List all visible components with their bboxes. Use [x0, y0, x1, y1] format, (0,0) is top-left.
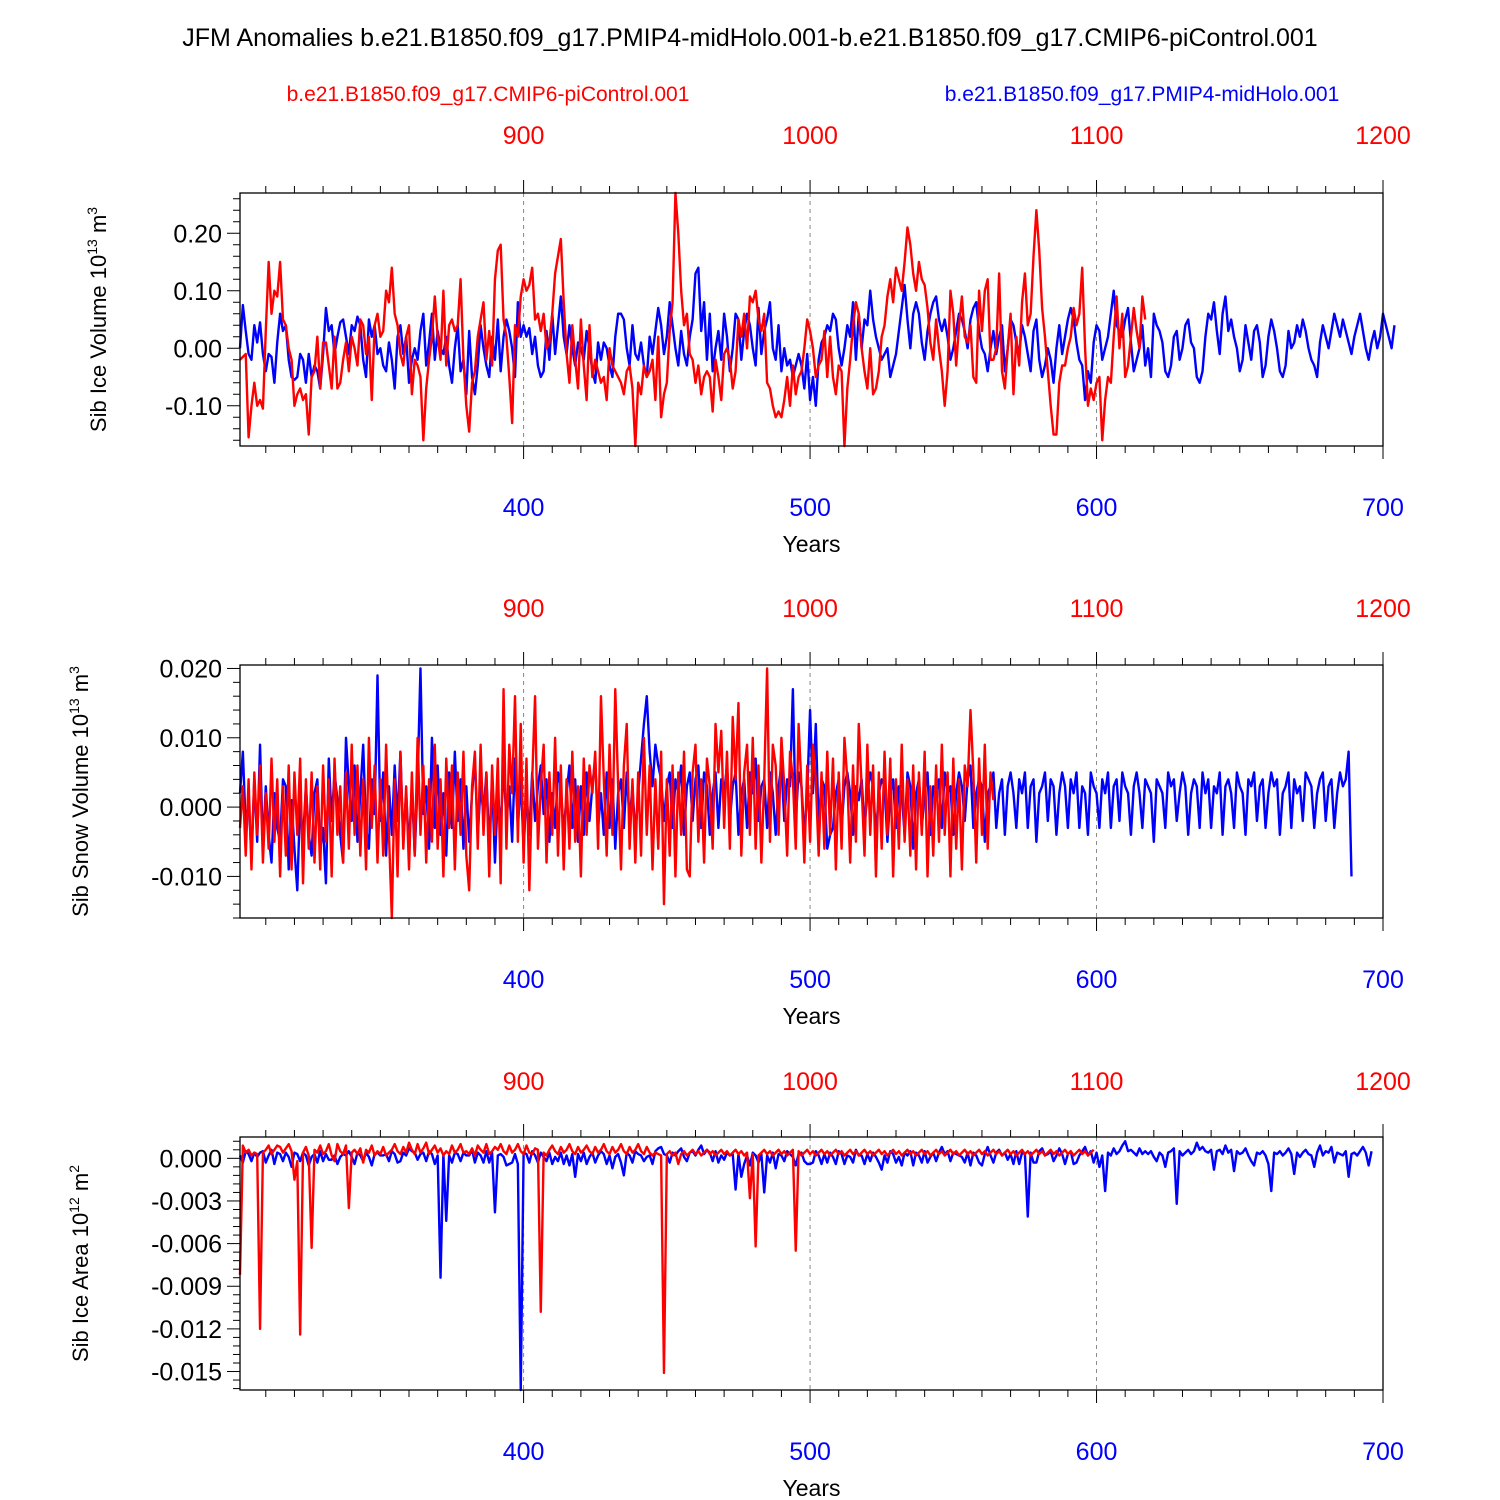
ice-area-y-tick-label: -0.012	[151, 1316, 222, 1344]
snow-volume-bottom-tick-label: 500	[789, 966, 831, 994]
ice-volume-top-tick-label: 1200	[1355, 122, 1411, 150]
ice-area-bottom-tick-label: 700	[1362, 1438, 1404, 1466]
snow-volume-y-axis-label: Sib Snow Volume 1013 m3	[66, 666, 93, 917]
experiment-run-label: b.e21.B1850.f09_g17.PMIP4-midHolo.001	[945, 83, 1340, 106]
snow-volume-x-axis-label: Years	[783, 1003, 841, 1029]
snow-volume-top-tick-label: 900	[503, 595, 545, 623]
ice-area-y-tick-label: -0.003	[151, 1188, 222, 1216]
figure-title: JFM Anomalies b.e21.B1850.f09_g17.PMIP4-…	[182, 24, 1317, 52]
ice-area-y-tick-label: -0.006	[151, 1231, 222, 1259]
snow-volume-y-tick-label: 0.020	[159, 655, 222, 683]
ice-area-y-tick-label: -0.009	[151, 1273, 222, 1301]
ice-volume-bottom-tick-label: 600	[1076, 494, 1118, 522]
snow-volume-plot-frame	[239, 664, 1384, 919]
ice-area-bottom-tick-label: 400	[503, 1438, 545, 1466]
panel-ice-volume: 400 500 600 700 900 1000 1100 1200 -0.10 0.00 0.10…	[84, 122, 1411, 557]
snow-volume-top-tick-label: 1100	[1070, 595, 1124, 623]
ice-volume-top-tick-label: 900	[503, 122, 545, 150]
ice-volume-top-tick-label: 1100	[1070, 122, 1124, 150]
ice-volume-plot-frame	[239, 192, 1384, 447]
ice-volume-bottom-tick-label: 400	[503, 494, 545, 522]
ice-area-plot-frame	[239, 1136, 1384, 1391]
ice-volume-bottom-tick-label: 700	[1362, 494, 1404, 522]
ice-area-top-tick-label: 1100	[1070, 1068, 1124, 1096]
snow-volume-series-experiment-line	[238, 667, 1353, 892]
snow-volume-y-tick-label: 0.000	[159, 794, 222, 822]
snow-volume-y-tick-label: -0.010	[151, 863, 222, 891]
snow-volume-bottom-tick-label: 700	[1362, 966, 1404, 994]
ice-volume-y-tick-label: -0.10	[165, 393, 222, 421]
ice-area-series-experiment-line	[238, 1140, 1373, 1392]
snow-volume-top-tick-label: 1200	[1355, 595, 1411, 623]
ice-volume-x-axis-label: Years	[783, 531, 841, 557]
panel-ice-area: 400 500 600 700 900 1000 1100 1200 -0.015 -0.012 -…	[66, 1068, 1411, 1500]
ice-area-y-tick-label: -0.015	[151, 1359, 222, 1387]
snow-volume-bottom-tick-label: 400	[503, 966, 545, 994]
ice-volume-y-axis-label: Sib Ice Volume 1013 m3	[84, 207, 111, 432]
ice-volume-y-tick-label: 0.10	[173, 278, 222, 306]
ice-area-y-axis-label: Sib Ice Area 1012 m2	[66, 1165, 93, 1362]
ice-volume-bottom-tick-label: 500	[789, 494, 831, 522]
ice-area-top-tick-label: 1000	[782, 1068, 838, 1096]
control-run-label: b.e21.B1850.f09_g17.CMIP6-piControl.001	[287, 83, 690, 106]
ice-volume-y-tick-label: 0.20	[173, 220, 222, 248]
snow-volume-top-tick-label: 1000	[782, 595, 838, 623]
ice-area-bottom-tick-label: 600	[1076, 1438, 1118, 1466]
panel-snow-volume: 400 500 600 700 900 1000 1100 1200 -0.010 0.000 0.…	[66, 595, 1411, 1029]
snow-volume-bottom-tick-label: 600	[1076, 966, 1118, 994]
ice-volume-series-control-line	[239, 191, 1147, 448]
ice-area-y-tick-label: 0.000	[159, 1145, 222, 1173]
ice-area-x-axis-label: Years	[783, 1475, 841, 1500]
ice-area-top-tick-label: 1200	[1355, 1068, 1411, 1096]
ice-area-series-control-line	[238, 1141, 1095, 1375]
ice-area-top-tick-label: 900	[503, 1068, 545, 1096]
ice-volume-y-tick-label: 0.00	[173, 335, 222, 363]
ice-area-bottom-tick-label: 500	[789, 1438, 831, 1466]
snow-volume-y-tick-label: 0.010	[159, 725, 222, 753]
ice-volume-top-tick-label: 1000	[782, 122, 838, 150]
snow-volume-series-control-line	[238, 667, 995, 920]
